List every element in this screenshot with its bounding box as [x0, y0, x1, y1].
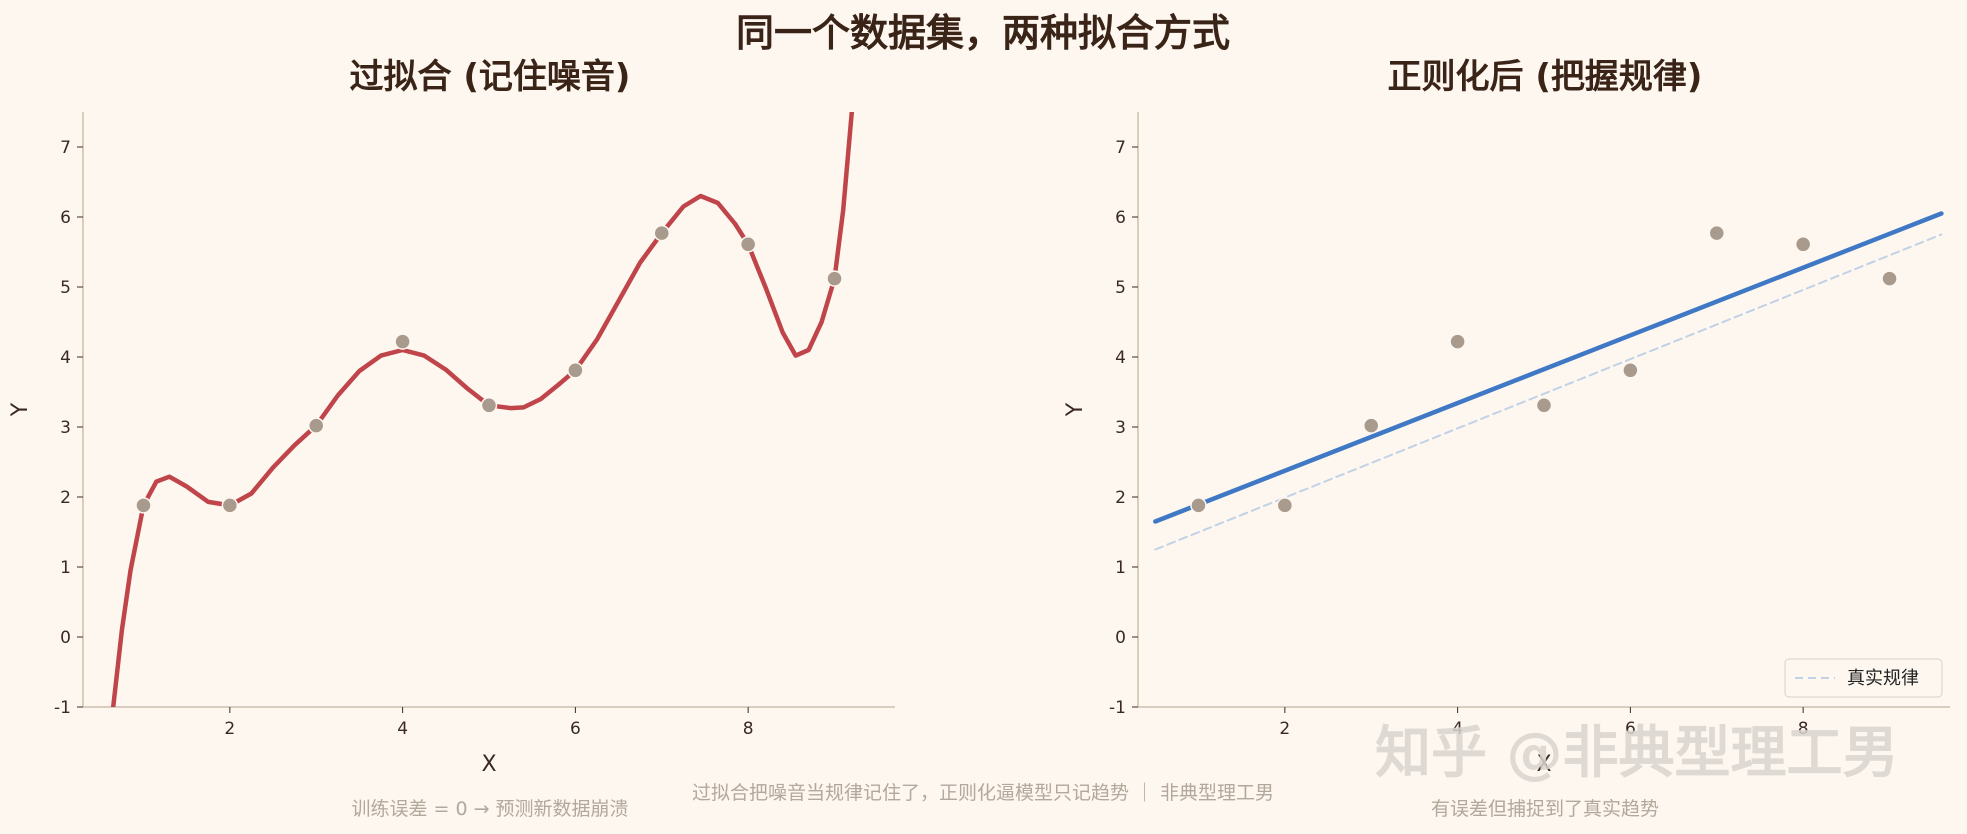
right-legend: 真实规律 [1784, 658, 1943, 698]
right-chart-title: 正则化后 (把握规律) [1388, 57, 1703, 97]
left-data-point [135, 497, 152, 514]
left-data-point [567, 362, 584, 379]
left-chart-title: 过拟合 (记住噪音) [350, 57, 631, 97]
right-x-tick-label: 8 [1798, 719, 1809, 739]
left-overfit-polynomial-line [110, 112, 855, 707]
right-x-tick-label: 4 [1452, 719, 1463, 739]
right-y-tick-label: 5 [1115, 278, 1126, 298]
left-y-tick-label: 2 [60, 488, 71, 508]
right-data-point [1190, 497, 1207, 514]
left-y-tick-label: 3 [60, 418, 71, 438]
right-x-tick-label: 6 [1625, 719, 1636, 739]
left-chart-subcaption: 训练误差 = 0 → 预测新数据崩溃 [351, 798, 628, 820]
left-data-point [394, 333, 411, 350]
right-y-tick-label: 3 [1115, 418, 1126, 438]
left-y-tick-label: 5 [60, 278, 71, 298]
left-y-tick-label: -1 [54, 698, 71, 718]
right-data-point [1449, 333, 1466, 350]
left-data-point [307, 417, 325, 434]
figure-caption: 过拟合把噪音当规律记住了，正则化逼模型只记趋势 ｜ 非典型理工男 [692, 782, 1274, 804]
right-chart-subcaption: 有误差但捕捉到了真实趋势 [1431, 798, 1659, 820]
right-legend-box [1784, 658, 1943, 698]
left-data-point [826, 270, 843, 287]
left-y-tick-label: 4 [60, 348, 71, 368]
left-y-tick-label: 1 [60, 558, 71, 578]
right-true-trend-line [1154, 233, 1943, 551]
right-y-axis-label: Y [1063, 402, 1088, 417]
right-x-tick-label: 2 [1279, 719, 1290, 739]
left-x-tick-label: 8 [743, 719, 754, 739]
left-data-point [480, 397, 498, 414]
left-data-point [221, 497, 239, 514]
left-y-tick-label: 6 [60, 208, 71, 228]
right-y-tick-label: 6 [1115, 208, 1126, 228]
left-y-tick-label: 7 [60, 138, 71, 158]
right-data-point [1881, 270, 1898, 287]
figure-title: 同一个数据集，两种拟合方式 [736, 11, 1230, 55]
right-x-axis-label: X [1536, 752, 1551, 777]
right-legend-label: 真实规律 [1847, 668, 1919, 689]
left-data-point [653, 224, 671, 242]
left-y-axis-label: Y [8, 402, 33, 417]
right-y-tick-label: 1 [1115, 558, 1126, 578]
left-x-tick-label: 4 [397, 719, 408, 739]
right-y-tick-label: 7 [1115, 138, 1126, 158]
right-data-point [1362, 417, 1380, 434]
right-y-tick-label: -1 [1109, 698, 1126, 718]
right-chart-regularized: -1 0 1 2 3 4 5 6 7 2 4 6 8 X Y 真实规律 [1063, 112, 1950, 777]
right-data-point [1622, 362, 1639, 379]
left-chart-overfit: -1 0 1 2 3 4 5 6 7 2 4 6 8 X Y [8, 112, 895, 777]
left-x-tick-label: 6 [570, 719, 581, 739]
left-y-tick-label: 0 [60, 628, 71, 648]
right-y-tick-label: 4 [1115, 348, 1126, 368]
left-data-point [739, 236, 757, 253]
watermark: 知乎 @非典型理工男 [1375, 721, 1899, 786]
left-x-axis-label: X [481, 752, 496, 777]
right-y-tick-label: 0 [1115, 628, 1126, 648]
right-data-point [1794, 236, 1812, 253]
right-y-tick-label: 2 [1115, 488, 1126, 508]
right-data-point [1708, 224, 1726, 242]
left-x-tick-label: 2 [224, 719, 235, 739]
right-data-point [1535, 397, 1553, 414]
right-regularized-fit-line [1153, 211, 1944, 524]
right-data-point [1276, 497, 1294, 514]
